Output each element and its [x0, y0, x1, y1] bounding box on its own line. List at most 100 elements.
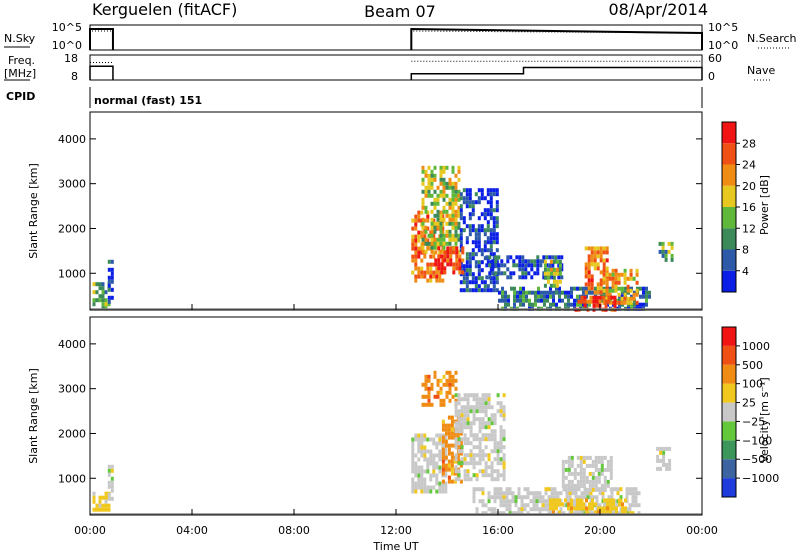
cell-8 — [656, 458, 660, 463]
cell-3 — [439, 193, 443, 198]
cell-6 — [526, 491, 530, 496]
cell-4 — [447, 475, 451, 480]
cell-3 — [436, 193, 440, 198]
velocity-cbar-label-3: −25 — [742, 415, 765, 428]
cell-6 — [533, 263, 537, 268]
cell-4 — [441, 467, 445, 472]
cell-9 — [579, 502, 582, 507]
cell-2 — [414, 453, 418, 458]
cell-3 — [436, 185, 440, 190]
cell-2 — [414, 433, 418, 438]
cell-8 — [546, 275, 550, 280]
cell-10 — [632, 292, 636, 297]
cell-4 — [441, 447, 445, 452]
cell-6 — [481, 499, 485, 504]
cell-2 — [411, 441, 415, 446]
cell-5 — [455, 246, 459, 251]
cell-4 — [480, 260, 484, 265]
cell-5 — [475, 445, 479, 450]
cell-6 — [562, 511, 566, 516]
cell-3 — [436, 197, 440, 202]
cell-3 — [430, 229, 434, 234]
cell-4 — [444, 423, 448, 428]
cell-9 — [584, 262, 588, 267]
cell-3 — [454, 213, 458, 218]
cell-6 — [595, 495, 599, 500]
cell-2 — [432, 457, 436, 462]
cell-4 — [489, 200, 493, 205]
cell-6 — [536, 271, 540, 276]
cell-3 — [430, 249, 434, 254]
cell-7 — [564, 294, 567, 299]
cell-4 — [492, 208, 496, 213]
cell-0 — [98, 286, 102, 291]
cell-4 — [441, 427, 445, 432]
cell-6 — [490, 507, 494, 512]
cell-3 — [433, 165, 437, 170]
cell-4 — [495, 208, 499, 213]
cell-3 — [451, 221, 455, 226]
cell-4 — [462, 280, 466, 285]
cell-11 — [598, 299, 602, 304]
cell-4 — [477, 276, 481, 281]
cell-5 — [449, 246, 453, 251]
cell-10 — [620, 300, 624, 305]
cell-2 — [417, 234, 421, 239]
cell-7 — [576, 294, 579, 299]
cell-4 — [477, 200, 481, 205]
cell-3 — [421, 382, 425, 387]
cell-5 — [472, 453, 476, 458]
cell-5 — [499, 409, 503, 414]
cell-7 — [567, 290, 570, 295]
cell-5 — [481, 457, 485, 462]
cell-10 — [635, 292, 639, 297]
cell-5 — [481, 421, 485, 426]
cell-5 — [454, 421, 458, 426]
cell-8 — [659, 466, 663, 471]
cell-7 — [561, 475, 565, 480]
cell-2 — [441, 278, 445, 283]
cell-0 — [98, 495, 102, 500]
cell-6 — [550, 487, 554, 492]
cell-2 — [411, 437, 415, 442]
cell-3 — [448, 217, 452, 222]
cell-5 — [490, 477, 494, 482]
cell-4 — [465, 280, 469, 285]
cell-9 — [579, 510, 582, 515]
cell-5 — [458, 266, 462, 271]
cell-9 — [582, 502, 585, 507]
nsky-label: N.Sky — [4, 32, 36, 45]
cell-1 — [110, 496, 114, 501]
cell-9 — [579, 506, 582, 511]
cell-9 — [558, 502, 561, 507]
cell-6 — [631, 495, 635, 500]
cell-0 — [92, 499, 96, 504]
cell-6 — [485, 255, 489, 260]
cell-7 — [516, 290, 519, 295]
cell-2 — [411, 270, 415, 275]
cell-6 — [538, 495, 542, 500]
cell-5 — [466, 473, 470, 478]
cell-7 — [573, 471, 577, 476]
cell-3 — [457, 169, 461, 174]
cell-5 — [487, 437, 491, 442]
cell-3 — [433, 189, 437, 194]
cell-8 — [549, 259, 553, 264]
cell-8 — [656, 466, 660, 471]
cell-3 — [451, 378, 455, 383]
cell-5 — [455, 254, 459, 259]
cell-6 — [502, 503, 506, 508]
cell-4 — [468, 268, 472, 273]
cell-7 — [642, 302, 645, 307]
cell-6 — [485, 263, 489, 268]
cell-11 — [613, 303, 617, 308]
cell-6 — [491, 267, 495, 272]
cell-7 — [618, 286, 621, 291]
cell-3 — [448, 386, 452, 391]
cell-3 — [421, 197, 425, 202]
cell-6 — [542, 275, 546, 280]
cell-5 — [478, 453, 482, 458]
cell-2 — [441, 489, 445, 494]
cell-6 — [499, 503, 503, 508]
cell-5 — [490, 405, 494, 410]
